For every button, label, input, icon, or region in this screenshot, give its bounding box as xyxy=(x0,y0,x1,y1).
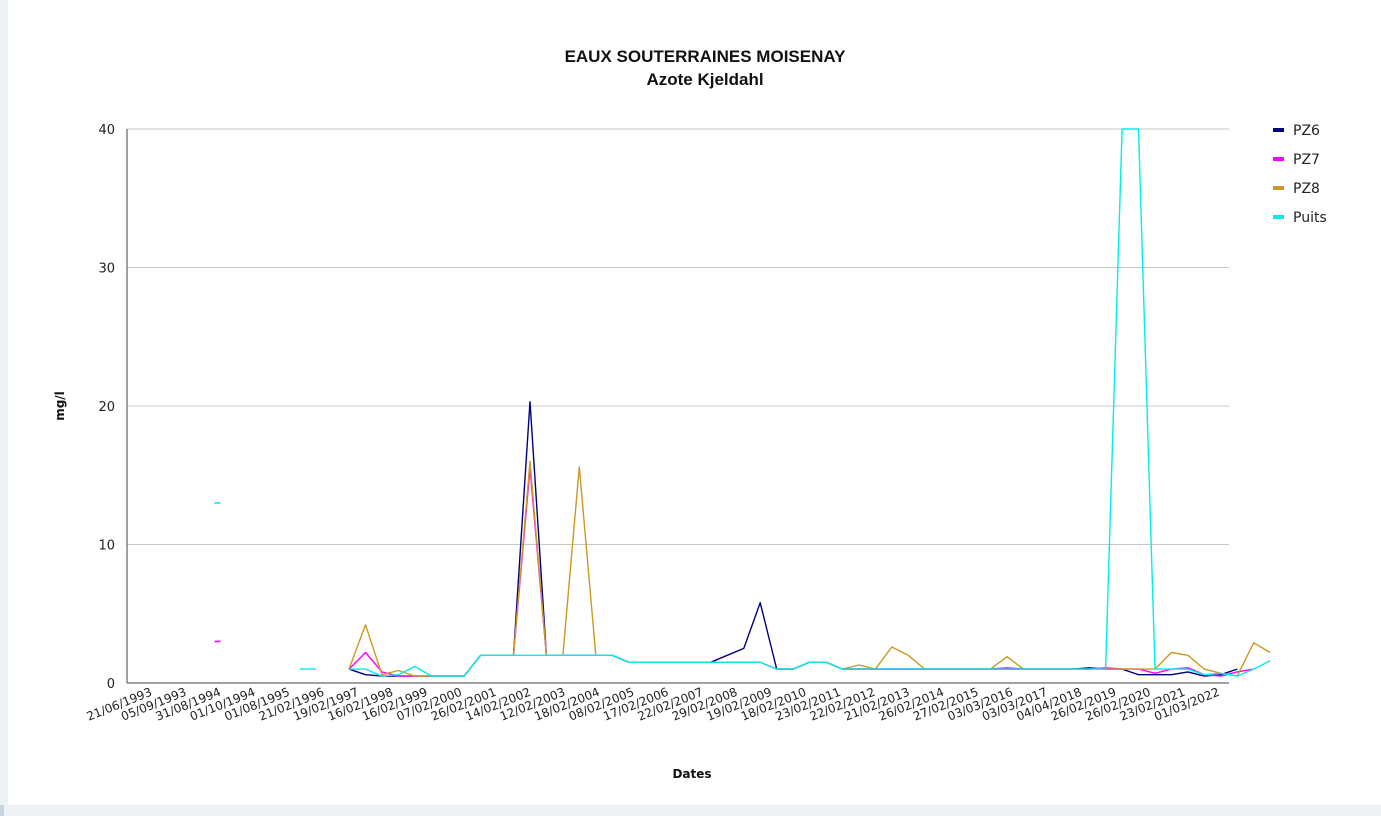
legend-item: PZ7 xyxy=(1273,152,1320,168)
bottom-strip xyxy=(0,805,1381,816)
y-tick-label: 10 xyxy=(98,539,115,554)
y-tick-label: 40 xyxy=(98,123,115,138)
legend-label: PZ8 xyxy=(1293,181,1320,197)
corner-mark xyxy=(0,805,4,816)
series-puits xyxy=(214,128,1271,677)
x-axis-ticks: 21/06/199305/09/199331/08/199401/10/1994… xyxy=(85,685,1222,724)
legend-item: PZ8 xyxy=(1273,181,1320,197)
legend-swatch xyxy=(1273,128,1284,132)
x-axis-label: Dates xyxy=(672,767,711,781)
y-tick-label: 20 xyxy=(98,400,115,415)
gridlines xyxy=(126,128,1229,684)
legend-swatch xyxy=(1273,186,1284,190)
legend-item: PZ6 xyxy=(1273,123,1320,139)
legend-swatch xyxy=(1273,215,1284,219)
legend-swatch xyxy=(1273,157,1284,161)
legend-label: Puits xyxy=(1293,210,1327,226)
y-axis-label: mg/l xyxy=(53,391,67,421)
chart-frame xyxy=(8,0,1381,805)
legend-label: PZ7 xyxy=(1293,152,1320,168)
series-line xyxy=(348,467,1254,677)
legend-label: PZ6 xyxy=(1293,123,1320,139)
series-pz6 xyxy=(348,401,1238,677)
chart-subtitle: Azote Kjeldahl xyxy=(646,70,763,89)
series-line xyxy=(349,128,1271,677)
chart-title: EAUX SOUTERRAINES MOISENAY xyxy=(565,47,847,66)
legend: PZ6 PZ7 PZ8 Puits xyxy=(1273,123,1327,226)
legend-item: Puits xyxy=(1273,210,1327,226)
series-line xyxy=(348,460,1271,677)
series-line xyxy=(348,401,1238,677)
y-tick-label: 0 xyxy=(107,677,115,692)
y-axis-ticks: 0 10 20 30 40 xyxy=(98,123,115,692)
series-pz7 xyxy=(214,467,1254,677)
y-tick-label: 30 xyxy=(98,262,115,277)
series-lines xyxy=(214,128,1271,677)
series-pz8 xyxy=(348,460,1271,677)
